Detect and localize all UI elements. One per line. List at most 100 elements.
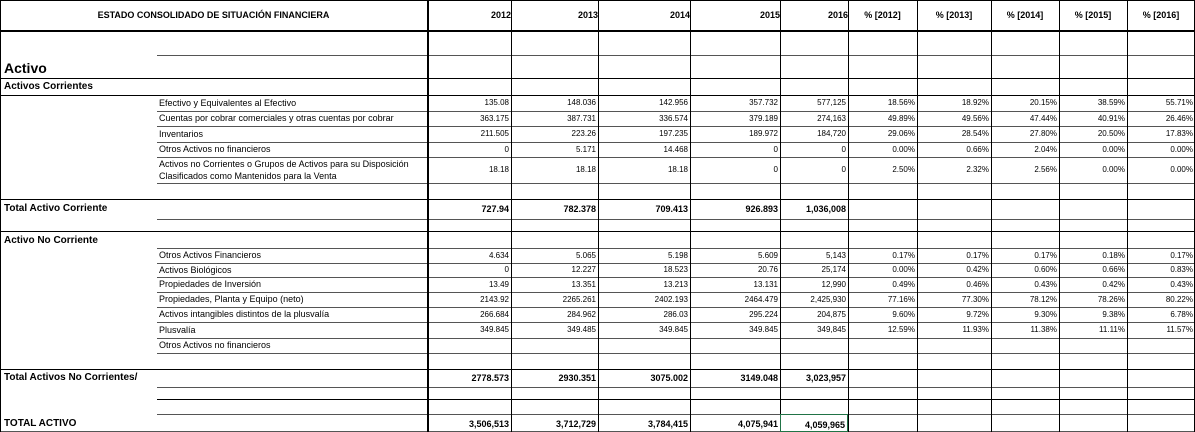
noncurrent-asset-row-percent: 9.72% <box>966 310 989 319</box>
current-asset-row-percent: 20.15% <box>1029 98 1057 107</box>
section-activo: Activo <box>4 60 47 76</box>
total-activo-corriente-label: Total Activo Corriente <box>4 203 108 214</box>
noncurrent-asset-row-percent: 0.17% <box>892 251 915 260</box>
noncurrent-asset-row-value: 284.962 <box>567 310 596 319</box>
grid-row-line <box>157 263 1195 264</box>
total-activos-no-corrientes-value: 3075.002 <box>650 373 688 383</box>
current-asset-row-value: 357.732 <box>749 98 778 107</box>
grid-row-line <box>157 126 1195 127</box>
grid-row-line <box>157 353 1195 354</box>
grid-col-line <box>848 0 849 432</box>
noncurrent-asset-row-percent: 0.17% <box>966 251 989 260</box>
noncurrent-asset-row-value: 13.49 <box>488 280 509 289</box>
noncurrent-asset-row-percent: 0.43% <box>1034 280 1057 289</box>
grid-row-line <box>157 55 1195 56</box>
noncurrent-asset-row-value: 13.213 <box>663 280 688 289</box>
grid-row-line <box>157 292 1195 293</box>
current-asset-row-value: 336.574 <box>659 114 688 123</box>
noncurrent-asset-row-value: 2402.193 <box>654 295 688 304</box>
total-activo-label: TOTAL ACTIVO <box>4 418 77 429</box>
current-asset-row-percent: 28.54% <box>961 129 989 138</box>
current-asset-row-percent: 26.46% <box>1165 114 1193 123</box>
noncurrent-asset-row-value <box>511 338 598 353</box>
noncurrent-asset-row-percent <box>1059 338 1127 353</box>
column-header-percent: % [2015] <box>1074 10 1112 20</box>
grid-col-line <box>690 0 691 432</box>
total-activo-corriente-value: 926.893 <box>745 204 778 214</box>
current-asset-row-value: 0 <box>504 145 509 154</box>
column-header-year: 2014 <box>669 10 690 20</box>
noncurrent-asset-row-label: Activos Biológicos <box>159 265 232 275</box>
current-asset-row-percent: 49.89% <box>887 114 915 123</box>
noncurrent-asset-row-value <box>780 338 848 353</box>
current-asset-row-percent: 2.32% <box>966 165 989 174</box>
noncurrent-asset-row-value: 2464.479 <box>744 295 778 304</box>
noncurrent-asset-row-value: 0 <box>504 265 509 274</box>
grid-col-line <box>0 0 1 432</box>
noncurrent-asset-row-percent: 11.38% <box>1030 325 1057 334</box>
current-asset-row-label: Inventarios <box>159 129 204 139</box>
noncurrent-asset-row-percent: 12.59% <box>887 325 915 334</box>
current-asset-row-value: 14.468 <box>663 145 688 154</box>
selected-cell[interactable]: 4,059,965 <box>780 414 848 432</box>
current-asset-row-percent: 29.06% <box>887 129 915 138</box>
current-asset-row-value: 211.505 <box>480 129 509 138</box>
noncurrent-asset-row-percent: 0.46% <box>966 280 989 289</box>
grid-col-line <box>1059 0 1060 432</box>
total-activos-no-corrientes-value: 3149.048 <box>740 373 778 383</box>
column-header-year: 2016 <box>827 10 848 20</box>
noncurrent-asset-row-value: 349.485 <box>567 325 596 334</box>
noncurrent-asset-row-label: Otros Activos Financieros <box>159 250 262 260</box>
noncurrent-asset-row-value: 5,143 <box>825 251 846 260</box>
current-asset-row-value: 184,720 <box>817 129 846 138</box>
noncurrent-asset-row-percent: 80.22% <box>1165 295 1193 304</box>
noncurrent-asset-row-value: 349.845 <box>749 325 778 334</box>
column-header-percent: % [2016] <box>1142 10 1180 20</box>
grid-row-line <box>0 0 1195 1</box>
noncurrent-asset-row-label: Plusvalía <box>159 325 196 335</box>
noncurrent-asset-row-percent: 9.60% <box>892 310 915 319</box>
noncurrent-asset-row-percent <box>917 338 991 353</box>
total-activos-no-corrientes-value: 2930.351 <box>558 373 596 383</box>
noncurrent-asset-row-value: 204,875 <box>817 310 846 319</box>
current-asset-row-percent: 0.00% <box>1170 145 1193 154</box>
column-header-percent: % [2013] <box>935 10 973 20</box>
current-asset-row-value: 18.18 <box>488 165 509 174</box>
noncurrent-asset-row-value: 25,174 <box>821 265 846 274</box>
grid-col-line <box>598 0 599 432</box>
noncurrent-asset-row-value: 5.198 <box>667 251 688 260</box>
noncurrent-asset-row-label: Propiedades de Inversión <box>159 279 262 289</box>
grid-row-line <box>0 30 1195 32</box>
current-asset-row-percent: 2.50% <box>892 165 915 174</box>
noncurrent-asset-row-percent: 0.43% <box>1170 280 1193 289</box>
total-activos-no-corrientes-label: Total Activos No Corrientes/ <box>4 372 138 383</box>
noncurrent-asset-row-percent: 11.93% <box>962 325 989 334</box>
grid-row-line <box>157 157 1195 158</box>
noncurrent-asset-row-value: 12.227 <box>571 265 596 274</box>
current-asset-row-value: 0 <box>773 145 778 154</box>
grid-row-line <box>157 399 1195 400</box>
current-asset-row-label: Otros Activos no financieros <box>159 144 271 154</box>
noncurrent-asset-row-percent: 0.49% <box>892 280 915 289</box>
grid-row-line <box>0 231 1195 232</box>
current-asset-row-percent: 18.56% <box>887 98 915 107</box>
noncurrent-asset-row-percent <box>991 338 1059 353</box>
current-asset-row-percent: 0.00% <box>892 145 915 154</box>
current-asset-row-value: 135.08 <box>484 98 509 107</box>
noncurrent-asset-row-value: 20.76 <box>757 265 778 274</box>
grid-row-line <box>157 307 1195 308</box>
grid-row-line <box>0 78 1195 79</box>
current-asset-row-value: 197.235 <box>659 129 688 138</box>
noncurrent-asset-row-value: 349.845 <box>480 325 509 334</box>
noncurrent-asset-row-value: 2,425,930 <box>810 295 846 304</box>
total-activos-no-corrientes-value: 2778.573 <box>471 373 509 383</box>
current-asset-row-value: 274,163 <box>817 114 846 123</box>
current-asset-row-value: 189.972 <box>749 129 778 138</box>
grid-col-line <box>780 0 781 432</box>
noncurrent-asset-row-percent: 0.17% <box>1170 251 1193 260</box>
current-asset-row-percent: 17.83% <box>1165 129 1193 138</box>
grid-col-line <box>1127 0 1128 432</box>
noncurrent-asset-row-percent: 0.18% <box>1102 251 1125 260</box>
noncurrent-asset-row-percent: 0.17% <box>1034 251 1057 260</box>
